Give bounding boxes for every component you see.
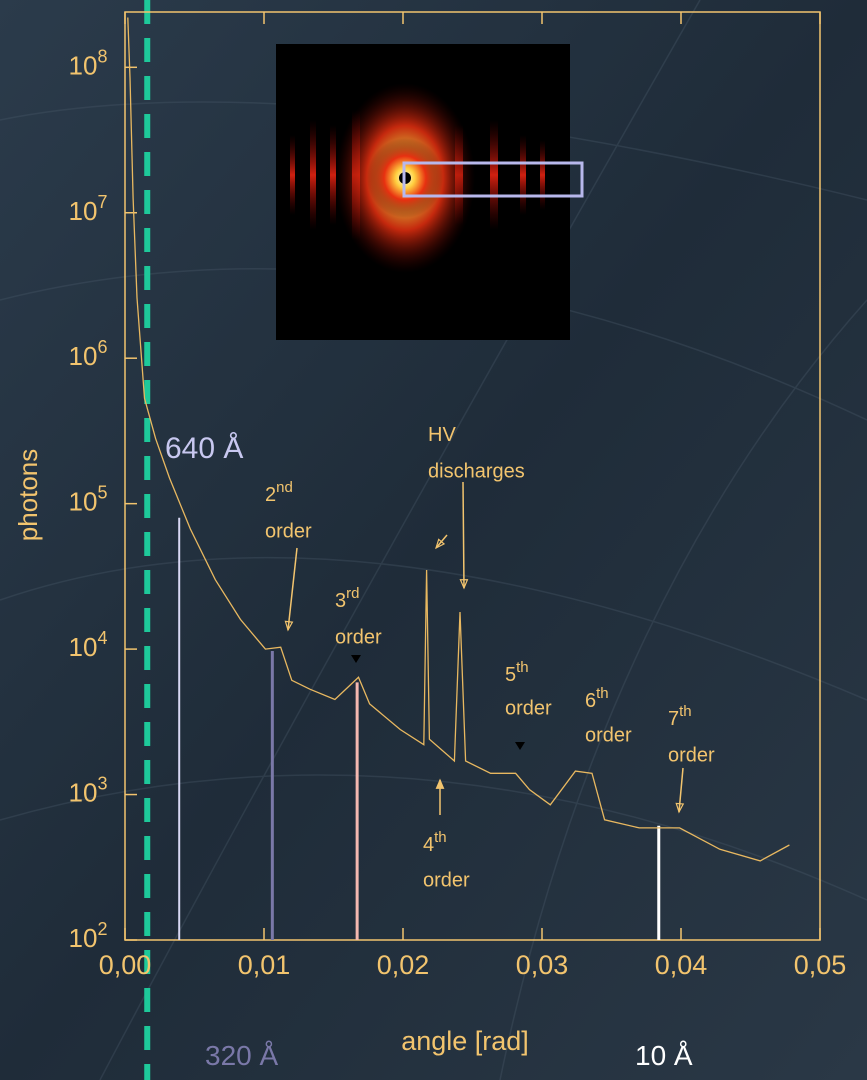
y-tick-base: 10	[69, 50, 98, 80]
annotation-text: 10 Å	[635, 1040, 693, 1071]
x-tick-label: 0,02	[377, 950, 430, 980]
inset-image	[276, 44, 582, 340]
annotation-sup: th	[679, 703, 692, 720]
annotation-text: order	[335, 626, 382, 648]
x-axis-label: angle [rad]	[401, 1026, 529, 1056]
annotation-sup: th	[516, 659, 529, 676]
annotation-text: 7	[668, 708, 679, 730]
annotation-sup: rd	[346, 585, 359, 602]
x-tick-label: 0,05	[794, 950, 847, 980]
y-tick-base: 10	[69, 923, 98, 953]
annotation-text: discharges	[428, 460, 525, 482]
y-tick-exponent: 4	[97, 628, 107, 648]
chart: photons angle [rad] 10210310410510610710…	[0, 0, 867, 1080]
y-tick-exponent: 2	[97, 919, 107, 939]
y-tick-exponent: 8	[97, 46, 107, 66]
annotation-text: 4	[423, 834, 434, 856]
x-tick-label: 0,03	[516, 950, 569, 980]
y-tick-base: 10	[69, 777, 98, 807]
x-tick-label: 0,00	[99, 950, 152, 980]
y-tick-base: 10	[69, 196, 98, 226]
annotation-text: order	[265, 520, 312, 542]
x-tick-label: 0,01	[238, 950, 291, 980]
annotation-text: 5	[505, 664, 516, 686]
y-tick-exponent: 6	[97, 337, 107, 357]
y-tick-base: 10	[69, 632, 98, 662]
annotation-text: order	[423, 869, 470, 891]
arrow	[463, 482, 464, 588]
annotation: 10 Å	[635, 1040, 693, 1071]
annotation: 320 Å	[205, 1040, 278, 1071]
y-axis-label: photons	[13, 449, 43, 542]
y-tick-base: 10	[69, 487, 98, 517]
page: photons angle [rad] 10210310410510610710…	[0, 0, 867, 1080]
annotation-text: 2	[265, 484, 276, 506]
annotation-text: order	[505, 697, 552, 719]
y-tick-exponent: 3	[97, 773, 107, 793]
annotation-text: 6	[585, 690, 596, 712]
y-tick-exponent: 7	[97, 192, 107, 212]
annotation: HV	[428, 424, 456, 446]
annotation-sup: th	[596, 685, 609, 702]
x-tick-label: 0,04	[655, 950, 708, 980]
annotation-text: 3	[335, 590, 346, 612]
y-tick-base: 10	[69, 341, 98, 371]
annotation-sup: th	[434, 829, 447, 846]
annotation-sup: nd	[276, 479, 293, 496]
annotation-text: 320 Å	[205, 1040, 278, 1071]
annotation-text: HV	[428, 424, 456, 446]
annotation-text: 640 Å	[165, 432, 243, 465]
annotation-text: order	[585, 724, 632, 746]
y-tick-exponent: 5	[97, 482, 107, 502]
annotation-text: order	[668, 744, 715, 766]
annotation: 640 Å	[165, 432, 243, 465]
